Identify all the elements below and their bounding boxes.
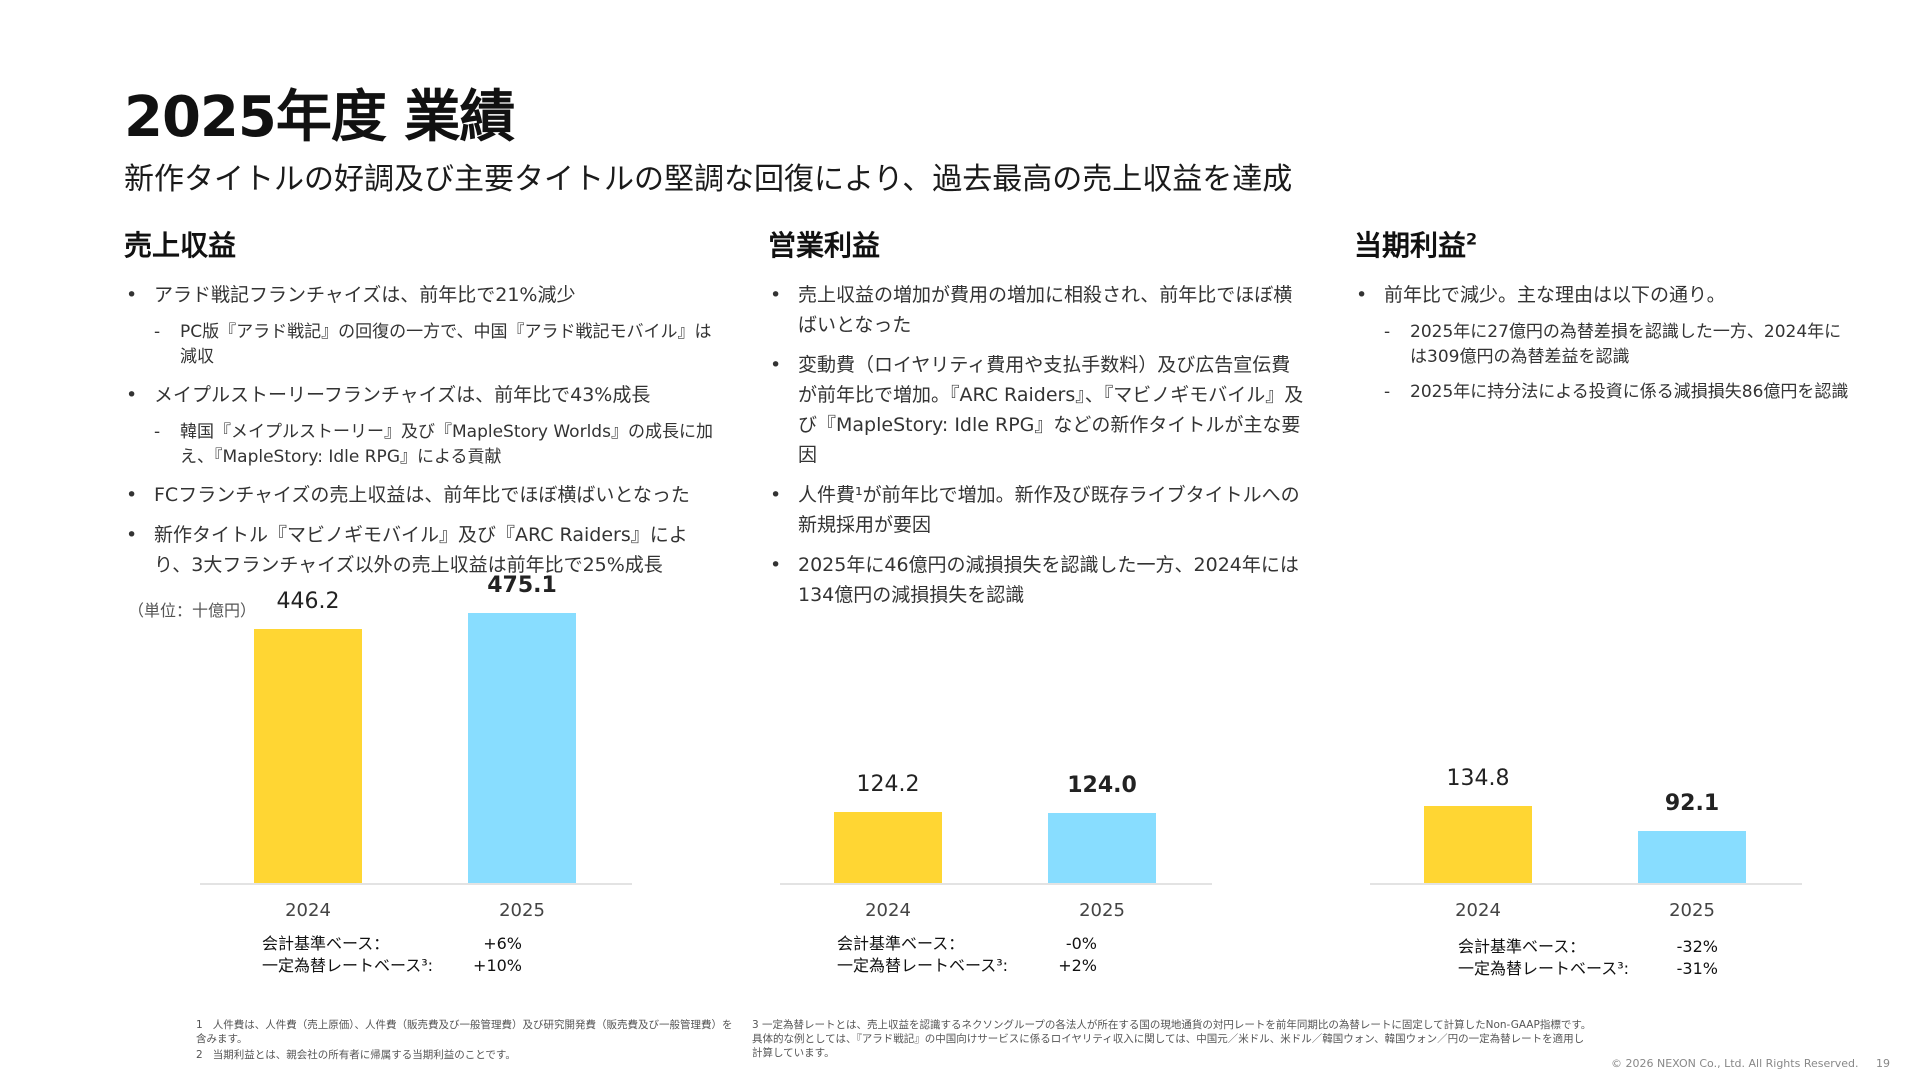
metric-value: +10% [473,956,522,975]
metric-label: 会計基準ベース： [837,934,965,953]
list-subitem: 韓国『メイプルストーリー』及び『MapleStory Worlds』の成長に加え… [124,420,724,470]
footnote-number: 2 [196,1049,203,1061]
bar-value-label: 134.8 [1446,766,1510,792]
footnote: 2 当期利益とは、親会社の所有者に帰属する当期利益のことです。 [196,1048,736,1062]
bar-value-label: 124.0 [1067,772,1137,798]
metric-label: 一定為替レートベース³: [262,956,434,975]
net-income-heading: 当期利益2 [1354,224,1477,264]
bar-2024 [254,629,362,883]
bar-2025 [1048,812,1156,883]
bar-value-label: 92.1 [1664,790,1720,816]
revenue-bullets: アラド戦記フランチャイズは、前年比で21%減少 PC版『アラド戦記』の回復の一方… [124,280,724,590]
list-item: 変動費（ロイヤリティ費用や支払手数料）及び広告宣伝費が前年比で増加。『ARC R… [768,350,1308,470]
operating-income-heading: 営業利益 [768,224,880,264]
footnote: 3 一定為替レートとは、売上収益を認識するネクソングループの各法人が所在する国の… [752,1018,1592,1060]
chart-unit-label: （単位：十億円） [128,601,257,620]
copyright-text: © 2026 NEXON Co., Ltd. All Rights Reserv… [1610,1057,1859,1070]
metric-label: 一定為替レートベース³: [1458,959,1630,978]
metric-label: 一定為替レートベース³: [837,956,1009,975]
x-tick-label: 2024 [865,900,911,921]
chart-axis [200,883,632,885]
list-item: FCフランチャイズの売上収益は、前年比でほぼ横ばいとなった [124,480,724,510]
footnote-text: 人件費は、人件費（売上原価）、人件費（販売費及び一般管理費）及び研究開発費（販売… [196,1019,733,1045]
revenue-heading-text: 売上収益 [124,229,237,262]
bar-value-label: 475.1 [487,573,557,598]
list-item: アラド戦記フランチャイズは、前年比で21%減少 [124,280,724,310]
bar-2025 [1638,830,1746,883]
copyright-footer: © 2026 NEXON Co., Ltd. All Rights Reserv… [1611,1057,1890,1070]
page-subtitle: 新作タイトルの好調及び主要タイトルの堅調な回復により、過去最高の売上収益を達成 [124,162,1293,197]
list-subitem: 2025年に27億円の為替差損を認識した一方、2024年には309億円の為替差益… [1354,320,1854,370]
page-title: 2025年度 業績 [124,85,515,150]
x-tick-label: 2025 [1669,900,1715,921]
metric-value: +2% [1058,956,1097,975]
list-subitem: 2025年に持分法による投資に係る減損損失86億円を認識 [1354,380,1854,405]
x-tick-label: 2025 [499,900,545,921]
footnote-number: 1 [196,1019,203,1031]
metric-value: +6% [483,934,522,953]
bar-2024 [834,812,942,883]
revenue-growth-metrics: 会計基準ベース： 一定為替レートベース³: +6% +10% [262,933,582,981]
list-item: 人件費¹が前年比で増加。新作及び既存ライブタイトルへの新規採用が要因 [768,480,1308,540]
net-income-growth-metrics: 会計基準ベース： 一定為替レートベース³: -32% -31% [1458,936,1778,984]
revenue-heading: 売上収益 [124,224,236,264]
metric-value: -32% [1676,937,1718,956]
chart-axis [780,883,1212,885]
operating-income-growth-metrics: 会計基準ベース： 一定為替レートベース³: -0% +2% [837,933,1157,981]
metric-label: 会計基準ベース： [1458,937,1586,956]
footnote-text: 当期利益とは、親会社の所有者に帰属する当期利益のことです。 [212,1049,516,1061]
bar-2024 [1424,806,1532,883]
list-item: 新作タイトル『マビノギモバイル』及び『ARC Raiders』により、3大フラン… [124,520,724,580]
list-item: 売上収益の増加が費用の増加に相殺され、前年比でほぼ横ばいとなった [768,280,1308,340]
metric-label: 会計基準ベース： [262,934,390,953]
chart-axis [1370,883,1802,885]
footnote: 1 人件費は、人件費（売上原価）、人件費（販売費及び一般管理費）及び研究開発費（… [196,1018,736,1046]
net-income-bullets: 前年比で減少。主な理由は以下の通り。 2025年に27億円の為替差損を認識した一… [1354,280,1854,415]
list-item: メイプルストーリーフランチャイズは、前年比で43%成長 [124,380,724,410]
bar-2025 [468,613,576,883]
net-income-heading-text: 当期利益 [1354,229,1467,262]
list-subitem: PC版『アラド戦記』の回復の一方で、中国『アラド戦記モバイル』は減収 [124,320,724,370]
bar-value-label: 446.2 [276,589,340,615]
footnote-ref: 2 [1466,229,1478,249]
page-number: 19 [1876,1057,1890,1070]
list-item: 2025年に46億円の減損損失を認識した一方、2024年には134億円の減損損失… [768,550,1308,610]
footnote-number: 3 [752,1019,759,1031]
x-tick-label: 2025 [1079,900,1125,921]
bar-value-label: 124.2 [856,772,920,798]
list-item: 前年比で減少。主な理由は以下の通り。 [1354,280,1854,310]
x-tick-label: 2024 [1455,900,1501,921]
x-tick-label: 2024 [285,900,331,921]
metric-value: -31% [1676,959,1718,978]
footnote-text: 一定為替レートとは、売上収益を認識するネクソングループの各法人が所在する国の現地… [752,1019,1592,1059]
operating-income-heading-text: 営業利益 [768,229,881,262]
operating-income-bullets: 売上収益の増加が費用の増加に相殺され、前年比でほぼ横ばいとなった 変動費（ロイヤ… [768,280,1308,620]
metric-value: -0% [1065,934,1097,953]
